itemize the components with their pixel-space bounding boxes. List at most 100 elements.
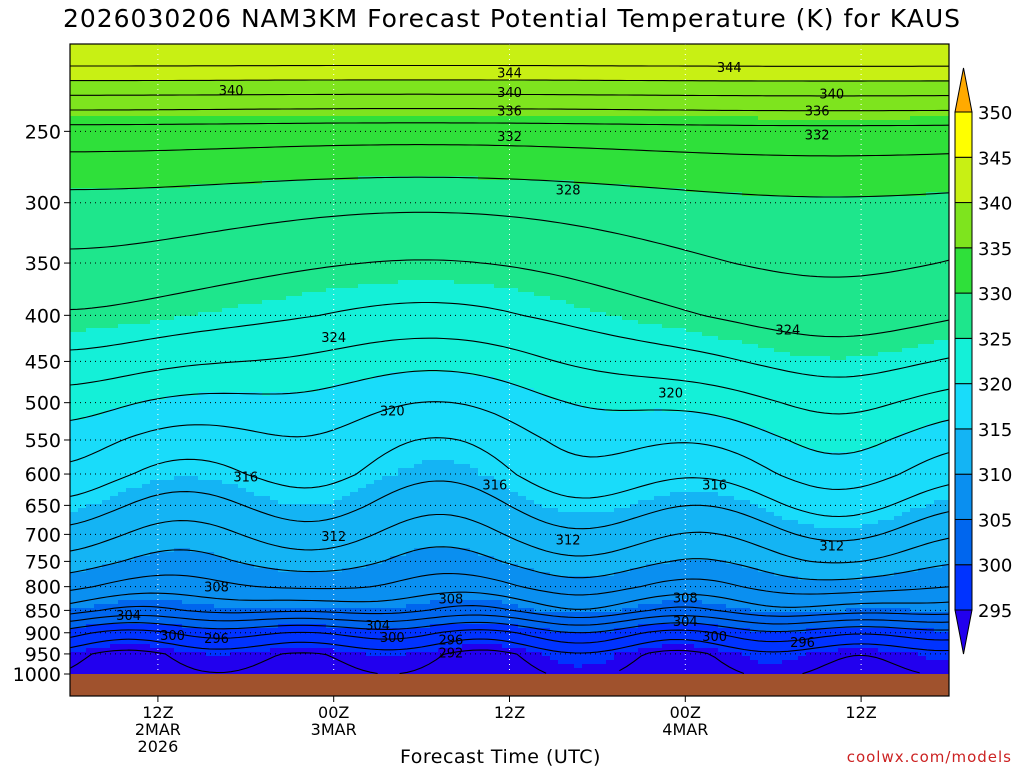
theta-cell xyxy=(350,196,359,201)
theta-cell xyxy=(318,148,327,153)
theta-cell xyxy=(822,208,831,213)
theta-cell xyxy=(910,140,919,145)
theta-cell xyxy=(942,44,949,49)
theta-cell xyxy=(198,164,207,169)
theta-cell xyxy=(302,68,311,73)
theta-cell xyxy=(878,84,887,89)
theta-cell xyxy=(126,220,135,225)
theta-cell xyxy=(230,48,239,53)
theta-cell xyxy=(398,84,407,89)
theta-cell xyxy=(622,208,631,213)
theta-cell xyxy=(934,84,943,89)
theta-cell xyxy=(150,224,159,229)
theta-cell xyxy=(742,84,751,89)
theta-cell xyxy=(902,172,911,177)
theta-cell xyxy=(654,96,663,101)
theta-cell xyxy=(438,44,447,49)
theta-cell xyxy=(926,72,935,77)
theta-cell xyxy=(886,192,895,197)
theta-cell xyxy=(174,172,183,177)
theta-cell xyxy=(758,160,767,165)
theta-cell xyxy=(310,224,319,229)
theta-cell xyxy=(230,56,239,61)
theta-cell xyxy=(662,72,671,77)
theta-cell xyxy=(614,56,623,61)
theta-cell xyxy=(94,164,103,169)
theta-cell xyxy=(374,128,383,133)
theta-cell xyxy=(438,144,447,149)
theta-cell xyxy=(334,192,343,197)
theta-cell xyxy=(918,96,927,101)
theta-cell xyxy=(574,128,583,133)
theta-cell xyxy=(222,52,231,57)
theta-cell xyxy=(894,100,903,105)
theta-cell xyxy=(790,188,799,193)
theta-cell xyxy=(790,100,799,105)
theta-cell xyxy=(878,180,887,185)
theta-cell xyxy=(430,80,439,85)
theta-cell xyxy=(142,216,151,221)
theta-cell xyxy=(286,176,295,181)
theta-cell xyxy=(918,196,927,201)
theta-cell xyxy=(606,84,615,89)
theta-cell xyxy=(934,124,943,129)
theta-cell xyxy=(302,48,311,53)
theta-cell xyxy=(854,120,863,125)
theta-cell xyxy=(414,48,423,53)
theta-cell xyxy=(894,128,903,133)
theta-cell xyxy=(350,152,359,157)
theta-cell xyxy=(830,44,839,49)
theta-cell xyxy=(254,60,263,65)
theta-cell xyxy=(422,108,431,113)
theta-cell xyxy=(902,120,911,125)
theta-cell xyxy=(70,204,79,209)
theta-cell xyxy=(406,156,415,161)
theta-cell xyxy=(926,156,935,161)
theta-cell xyxy=(574,160,583,165)
theta-cell xyxy=(582,128,591,133)
theta-cell xyxy=(614,124,623,129)
theta-cell xyxy=(286,224,295,229)
theta-cell xyxy=(254,120,263,125)
theta-cell xyxy=(758,148,767,153)
theta-cell xyxy=(870,132,879,137)
theta-cell xyxy=(318,124,327,129)
theta-cell xyxy=(198,120,207,125)
theta-cell xyxy=(198,160,207,165)
theta-cell xyxy=(614,52,623,57)
theta-cell xyxy=(630,48,639,53)
theta-cell xyxy=(526,132,535,137)
theta-cell xyxy=(550,180,559,185)
theta-cell xyxy=(910,164,919,169)
theta-cell xyxy=(198,100,207,105)
theta-cell xyxy=(726,180,735,185)
theta-cell xyxy=(398,116,407,121)
theta-cell xyxy=(110,184,119,189)
theta-cell xyxy=(838,44,847,49)
theta-cell xyxy=(686,148,695,153)
theta-cell xyxy=(318,68,327,73)
theta-cell xyxy=(838,112,847,117)
theta-cell xyxy=(86,44,95,49)
theta-cell xyxy=(454,132,463,137)
theta-cell xyxy=(886,60,895,65)
theta-cell xyxy=(942,72,949,77)
theta-cell xyxy=(542,168,551,173)
theta-cell xyxy=(926,128,935,133)
theta-cell xyxy=(854,204,863,209)
theta-cell xyxy=(670,124,679,129)
theta-cell xyxy=(774,176,783,181)
theta-cell xyxy=(614,176,623,181)
theta-cell xyxy=(294,104,303,109)
theta-cell xyxy=(502,100,511,105)
theta-cell xyxy=(350,124,359,129)
theta-cell xyxy=(710,60,719,65)
theta-cell xyxy=(846,84,855,89)
theta-cell xyxy=(934,144,943,149)
theta-cell xyxy=(334,140,343,145)
theta-cell xyxy=(86,176,95,181)
theta-cell xyxy=(310,192,319,197)
theta-cell xyxy=(318,156,327,161)
theta-cell xyxy=(846,156,855,161)
theta-cell xyxy=(134,84,143,89)
